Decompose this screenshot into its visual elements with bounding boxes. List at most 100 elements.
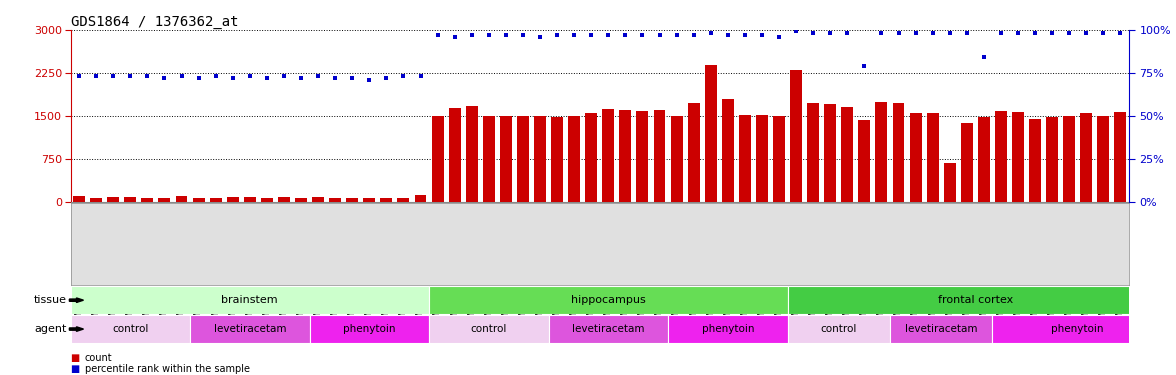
Text: percentile rank within the sample: percentile rank within the sample (85, 364, 249, 374)
Point (1111, 30, 1130, 36)
Bar (790, 70, 802, 202)
Point (735, 32, 754, 38)
Bar (670, 117, 682, 202)
Bar (824, 104, 836, 202)
Point (650, 32, 669, 38)
Bar (534, 116, 546, 202)
Bar (1047, 117, 1058, 202)
Point (616, 32, 635, 38)
Text: phenytoin: phenytoin (702, 324, 754, 334)
Bar (722, 99, 734, 202)
Point (462, 32, 481, 38)
Bar (552, 117, 563, 202)
Bar (193, 198, 205, 202)
Bar (995, 111, 1007, 202)
Bar (429, 286, 788, 314)
Bar (807, 103, 820, 202)
Bar (586, 113, 597, 202)
Text: levetiracetam: levetiracetam (904, 324, 977, 334)
Point (1043, 30, 1062, 36)
Point (1009, 30, 1028, 36)
Point (1077, 30, 1096, 36)
Bar (73, 196, 85, 202)
Point (412, 73, 430, 79)
Point (292, 75, 310, 81)
Text: frontal cortex: frontal cortex (937, 295, 1013, 305)
Bar (704, 65, 716, 202)
Point (975, 54, 994, 60)
Bar (993, 315, 1163, 343)
Bar (159, 198, 171, 202)
Bar (125, 197, 136, 202)
Bar (1063, 116, 1075, 202)
Point (308, 73, 327, 79)
Bar (636, 111, 648, 202)
Bar (91, 198, 102, 202)
Bar (466, 106, 477, 202)
Point (564, 32, 583, 38)
Bar (309, 315, 429, 343)
Bar (107, 196, 119, 202)
Bar (858, 120, 870, 202)
Point (855, 63, 874, 69)
Text: levetiracetam: levetiracetam (214, 324, 286, 334)
Bar (654, 110, 666, 202)
Point (684, 32, 703, 38)
Bar (739, 115, 750, 202)
Bar (668, 315, 788, 343)
Bar (568, 116, 580, 202)
Bar (261, 198, 273, 202)
Bar (927, 113, 938, 202)
Point (87, 73, 106, 79)
Bar (893, 103, 904, 202)
Bar (329, 198, 341, 202)
Bar (517, 117, 529, 202)
Point (701, 30, 720, 36)
Point (172, 73, 191, 79)
Text: ■: ■ (71, 353, 80, 363)
Bar (548, 315, 668, 343)
Bar (429, 315, 548, 343)
Bar (278, 197, 290, 202)
Point (206, 73, 225, 79)
Text: tissue: tissue (34, 295, 67, 305)
Bar (620, 110, 632, 202)
Bar (71, 286, 429, 314)
Text: count: count (85, 353, 112, 363)
Bar (1029, 119, 1041, 202)
Text: agent: agent (34, 324, 67, 334)
Text: ■: ■ (71, 364, 80, 374)
Point (787, 28, 806, 34)
Point (394, 73, 413, 79)
Point (719, 32, 737, 38)
Bar (602, 109, 614, 202)
Point (480, 32, 499, 38)
Point (155, 75, 174, 81)
Bar (1081, 113, 1093, 202)
Point (1025, 30, 1044, 36)
Point (1094, 30, 1112, 36)
Bar (414, 195, 427, 202)
Bar (1097, 116, 1109, 202)
Point (821, 30, 840, 36)
Point (769, 33, 788, 39)
Bar (500, 116, 512, 202)
Point (923, 30, 942, 36)
Point (360, 76, 379, 82)
Point (907, 30, 926, 36)
Point (428, 32, 447, 38)
Point (446, 33, 465, 39)
Point (548, 32, 567, 38)
Bar (1013, 112, 1024, 202)
Bar (756, 115, 768, 202)
Point (957, 30, 976, 36)
Point (1060, 30, 1078, 36)
Bar (380, 198, 393, 202)
Bar (209, 198, 221, 202)
Point (189, 75, 208, 81)
Point (633, 32, 652, 38)
Bar (141, 198, 153, 202)
Point (138, 73, 156, 79)
Bar (175, 196, 187, 202)
Point (69, 73, 88, 79)
